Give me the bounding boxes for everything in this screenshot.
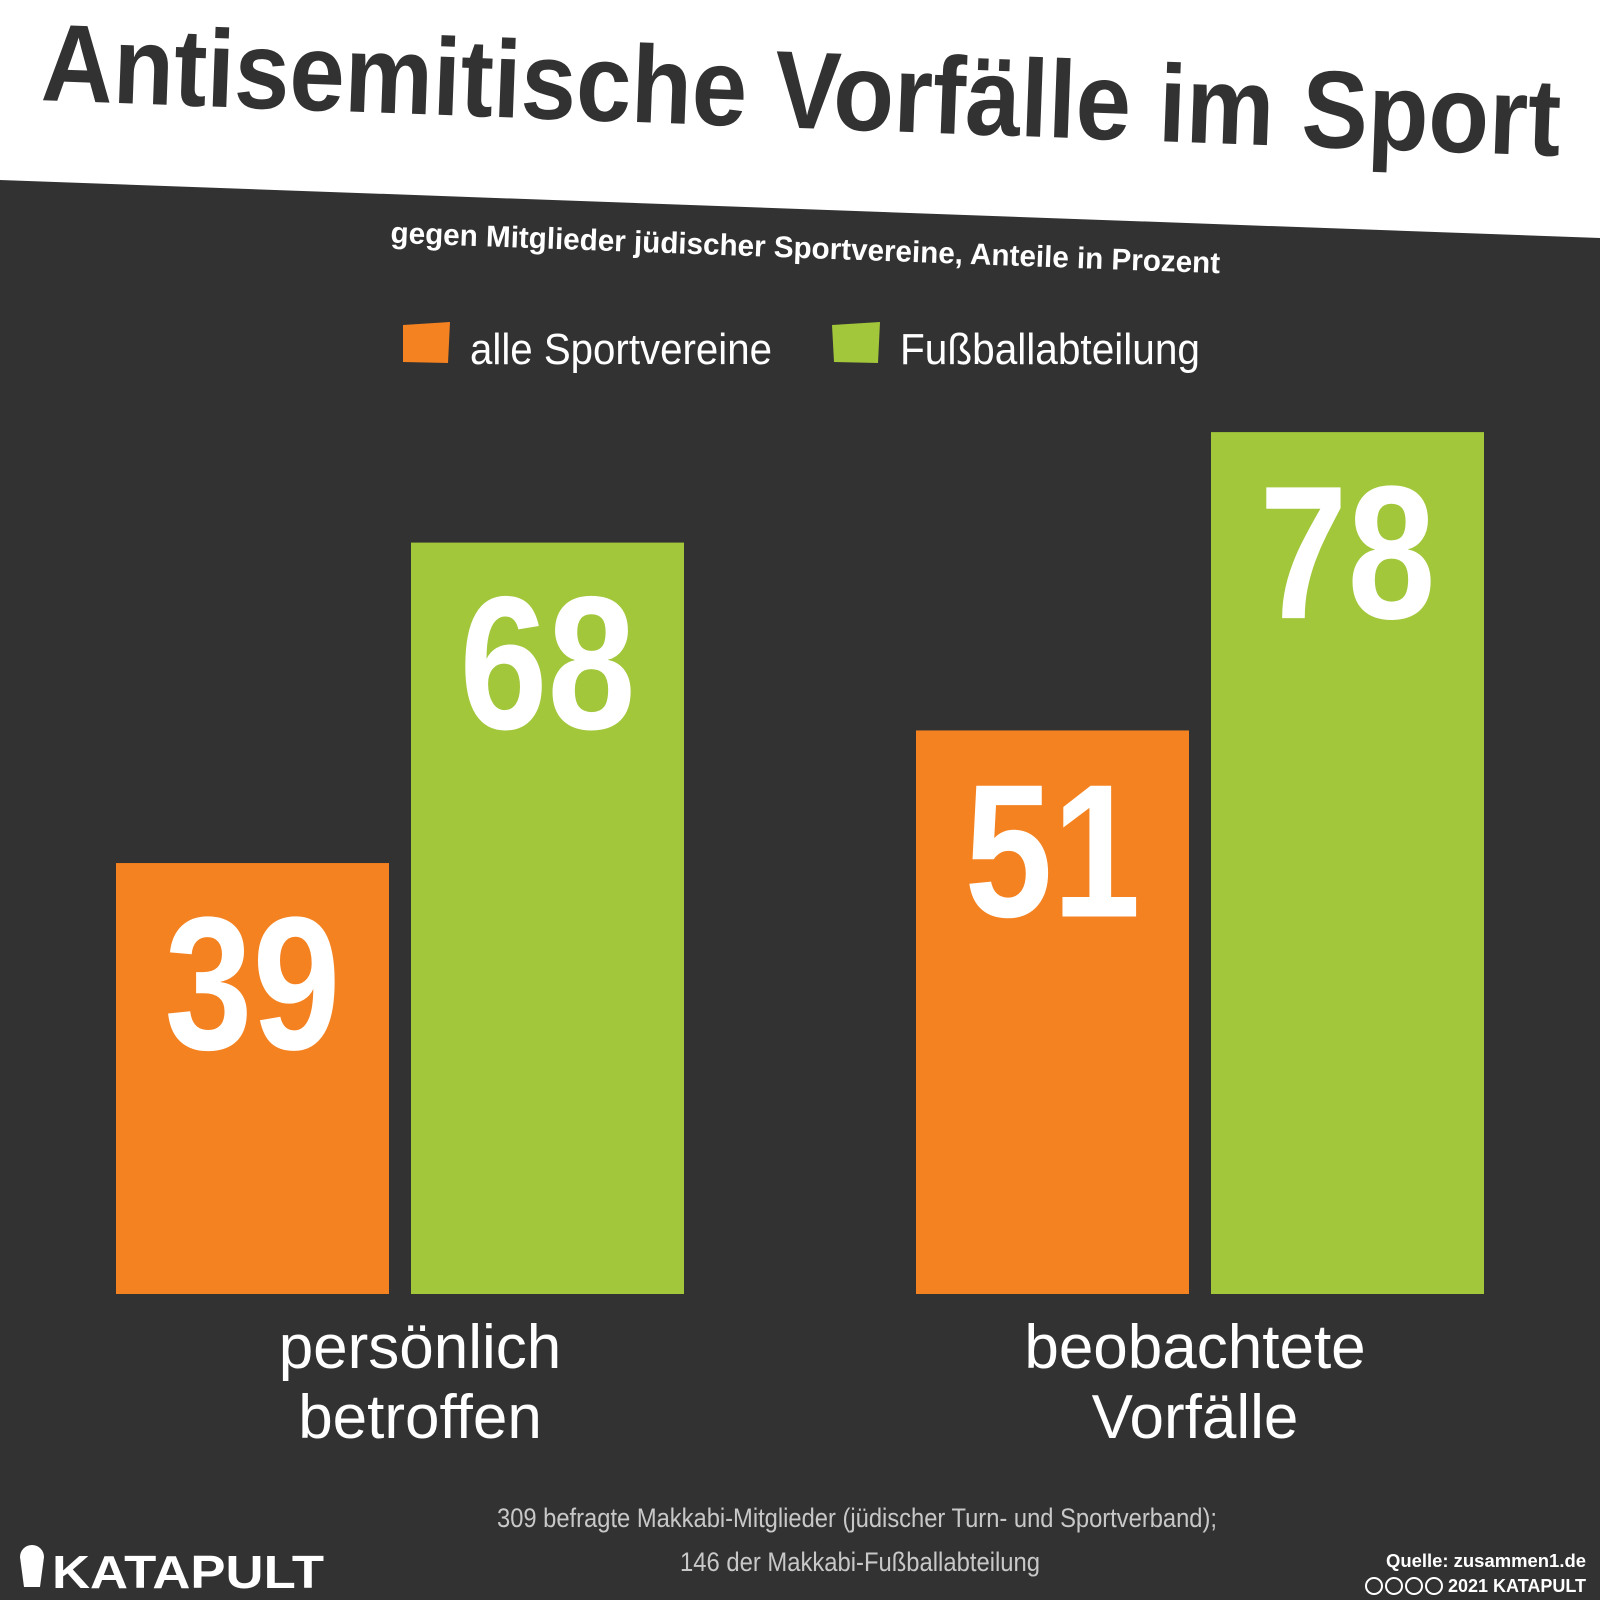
by-icon [1385, 1577, 1403, 1595]
footnote-line-2: 146 der Makkabi-Fußballabteilung [680, 1547, 1040, 1577]
nd-icon [1425, 1577, 1443, 1595]
bar-alle-sportvereine-0 [116, 863, 389, 1294]
legend-swatch-alle-sportvereine [403, 322, 450, 363]
katapult-logo: KATAPULT [20, 1545, 324, 1598]
cc-license-icons [1365, 1577, 1443, 1595]
footnote-line-1: 309 befragte Makkabi-Mitglieder (jüdisch… [497, 1503, 1217, 1533]
category-label-0-line-0: persönlich [279, 1313, 562, 1382]
bar-value-label-fu-ballabteilung-0: 68 [460, 558, 636, 770]
nc-icon [1405, 1577, 1423, 1595]
bar-fu-ballabteilung-0 [411, 542, 684, 1294]
legend: alle Sportvereine Fußballabteilung [403, 322, 1200, 374]
copyright-text: 2021 KATAPULT [1448, 1576, 1586, 1596]
header-band [0, 0, 1600, 238]
source-text: Quelle: zusammen1.de [1386, 1551, 1586, 1571]
cc-icon [1365, 1577, 1383, 1595]
chart-subtitle: gegen Mitglieder jüdischer Sportvereine,… [390, 217, 1221, 280]
bar-fu-ballabteilung-1 [1211, 432, 1484, 1295]
bar-alle-sportvereine-1 [916, 730, 1189, 1294]
category-label-1-line-0: beobachtete [1024, 1313, 1365, 1382]
legend-swatch-fussballabteilung [832, 322, 880, 363]
katapult-logo-text: KATAPULT [52, 1546, 324, 1598]
bar-value-label-alle-sportvereine-1: 51 [965, 745, 1141, 957]
category-label-1-line-1: Vorfälle [1092, 1383, 1299, 1452]
katapult-logo-icon [20, 1545, 44, 1587]
legend-label-alle-sportvereine: alle Sportvereine [470, 325, 772, 374]
bar-value-label-fu-ballabteilung-1: 78 [1260, 447, 1436, 659]
bar-value-label-alle-sportvereine-0: 39 [165, 878, 341, 1090]
legend-label-fussballabteilung: Fußballabteilung [900, 325, 1200, 374]
category-label-0-line-1: betroffen [298, 1383, 542, 1452]
